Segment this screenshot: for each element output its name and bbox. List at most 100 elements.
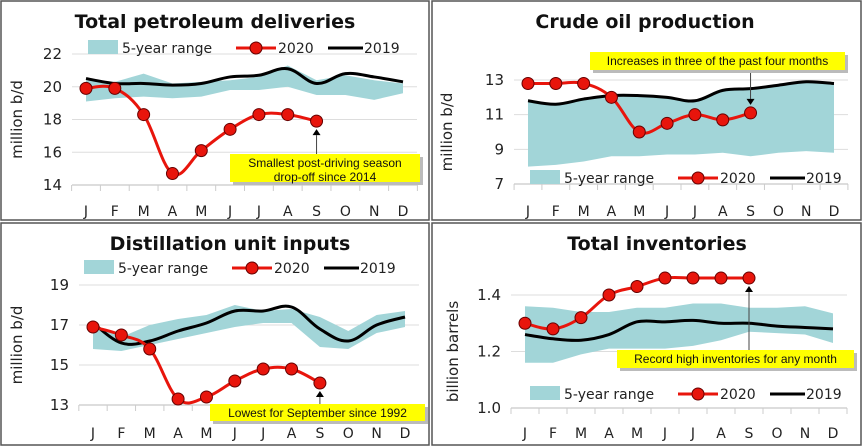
y-tick-label: 22 xyxy=(43,45,62,63)
x-tick-label: S xyxy=(746,204,755,220)
x-tick-label: A xyxy=(607,204,617,220)
legend-2020-marker xyxy=(691,387,705,401)
x-tick-label: M xyxy=(138,204,150,220)
annotation-text: Record high inventories for any month xyxy=(634,352,837,366)
x-tick-label: D xyxy=(398,204,409,220)
annotation-text: Increases in three of the past four mont… xyxy=(607,54,828,68)
annotation-text: drop-off since 2014 xyxy=(274,170,377,184)
legend-2020-label: 2020 xyxy=(720,387,756,403)
legend-band-swatch xyxy=(84,260,114,274)
series-2020-point xyxy=(194,144,208,158)
series-2020-point xyxy=(256,362,270,376)
y-tick-label: 9 xyxy=(494,140,504,158)
series-2020-point xyxy=(577,76,591,90)
legend-band-swatch xyxy=(88,40,118,54)
series-2020-point xyxy=(281,108,295,122)
five-year-range-band xyxy=(86,65,403,102)
y-tick-label: 19 xyxy=(50,276,69,294)
series-2020-point xyxy=(546,322,560,336)
legend: 5-year range 2020 2019 xyxy=(530,386,842,403)
series-2020-point xyxy=(688,108,702,122)
legend: 5-year range 2020 2019 xyxy=(84,260,396,277)
five-year-range-band xyxy=(528,81,834,167)
series-2020-point xyxy=(199,390,213,404)
chart-title: Total petroleum deliveries xyxy=(75,11,356,33)
x-tick-label: F xyxy=(111,204,119,220)
x-tick-label: J xyxy=(232,426,237,442)
x-tick-label: F xyxy=(549,426,557,442)
x-tick-label: M xyxy=(200,426,212,442)
x-tick-label: S xyxy=(745,426,754,442)
series-2020-point xyxy=(114,328,128,342)
y-tick-label: 1.0 xyxy=(477,399,501,417)
annotation-arrowhead xyxy=(746,98,755,105)
five-year-range-band xyxy=(525,303,833,363)
legend-2019-label: 2019 xyxy=(806,171,842,187)
annotation-text: Smallest post-driving season xyxy=(248,156,401,170)
legend-2019-label: 2019 xyxy=(360,261,396,277)
series-2019-line xyxy=(524,318,834,342)
legend-2019-label: 2019 xyxy=(364,41,400,57)
series-2020-point xyxy=(604,90,618,104)
series-2020-point xyxy=(252,108,266,122)
x-tick-label: D xyxy=(400,426,411,442)
annotation-box xyxy=(617,350,854,368)
legend-2020-label: 2020 xyxy=(278,41,314,57)
y-axis-label: million b/d xyxy=(438,93,456,172)
chart-title: Distillation unit inputs xyxy=(110,233,351,255)
annotation-box xyxy=(590,52,845,70)
y-axis-label: million b/d xyxy=(8,80,26,159)
legend-2020-label: 2020 xyxy=(720,171,756,187)
x-tick-label: M xyxy=(144,426,156,442)
x-tick-label: M xyxy=(575,426,587,442)
x-tick-label: A xyxy=(283,204,293,220)
legend-band-swatch xyxy=(530,386,560,400)
y-tick-label: 20 xyxy=(43,78,62,96)
series-2020-point xyxy=(686,271,700,285)
y-tick-label: 18 xyxy=(43,111,62,129)
x-tick-label: A xyxy=(168,204,178,220)
y-tick-label: 14 xyxy=(43,176,62,194)
series-2020-point xyxy=(658,271,672,285)
y-tick-label: 1.4 xyxy=(477,286,501,304)
y-tick-label: 17 xyxy=(50,316,69,334)
x-tick-label: M xyxy=(578,204,590,220)
series-2020-point xyxy=(108,81,122,95)
x-tick-label: J xyxy=(525,204,530,220)
y-tick-label: 7 xyxy=(494,175,504,193)
x-tick-label: J xyxy=(256,204,261,220)
series-2020-point xyxy=(632,125,646,139)
x-tick-label: S xyxy=(315,426,324,442)
x-tick-label: A xyxy=(287,426,297,442)
series-2020-point xyxy=(228,374,242,388)
x-tick-label: N xyxy=(371,426,381,442)
y-tick-label: 16 xyxy=(43,143,62,161)
x-tick-label: F xyxy=(552,204,560,220)
x-tick-label: N xyxy=(800,426,810,442)
x-tick-label: D xyxy=(828,426,839,442)
x-tick-label: M xyxy=(631,426,643,442)
chart-title: Total inventories xyxy=(567,233,747,255)
series-2020-point xyxy=(285,362,299,376)
y-tick-label: 1.2 xyxy=(477,343,501,361)
annotation-text: Lowest for September since 1992 xyxy=(228,406,407,420)
x-tick-label: J xyxy=(690,426,695,442)
series-2020-point xyxy=(714,271,728,285)
x-tick-label: J xyxy=(90,426,95,442)
series-2020-point xyxy=(549,76,563,90)
x-tick-label: N xyxy=(369,204,379,220)
series-2020-point xyxy=(137,108,151,122)
x-tick-label: J xyxy=(83,204,88,220)
series-2020-point xyxy=(744,106,758,120)
series-2019-line xyxy=(527,80,835,106)
series-2020-point xyxy=(630,280,644,294)
legend: 5-year range 2020 2019 xyxy=(88,40,400,57)
annotation-arrowhead xyxy=(312,129,321,136)
series-2020-point xyxy=(521,76,535,90)
x-tick-label: A xyxy=(173,426,183,442)
series-2020-point xyxy=(171,392,185,406)
x-tick-label: J xyxy=(692,204,697,220)
x-tick-label: A xyxy=(718,204,728,220)
series-2019-line xyxy=(92,304,406,346)
